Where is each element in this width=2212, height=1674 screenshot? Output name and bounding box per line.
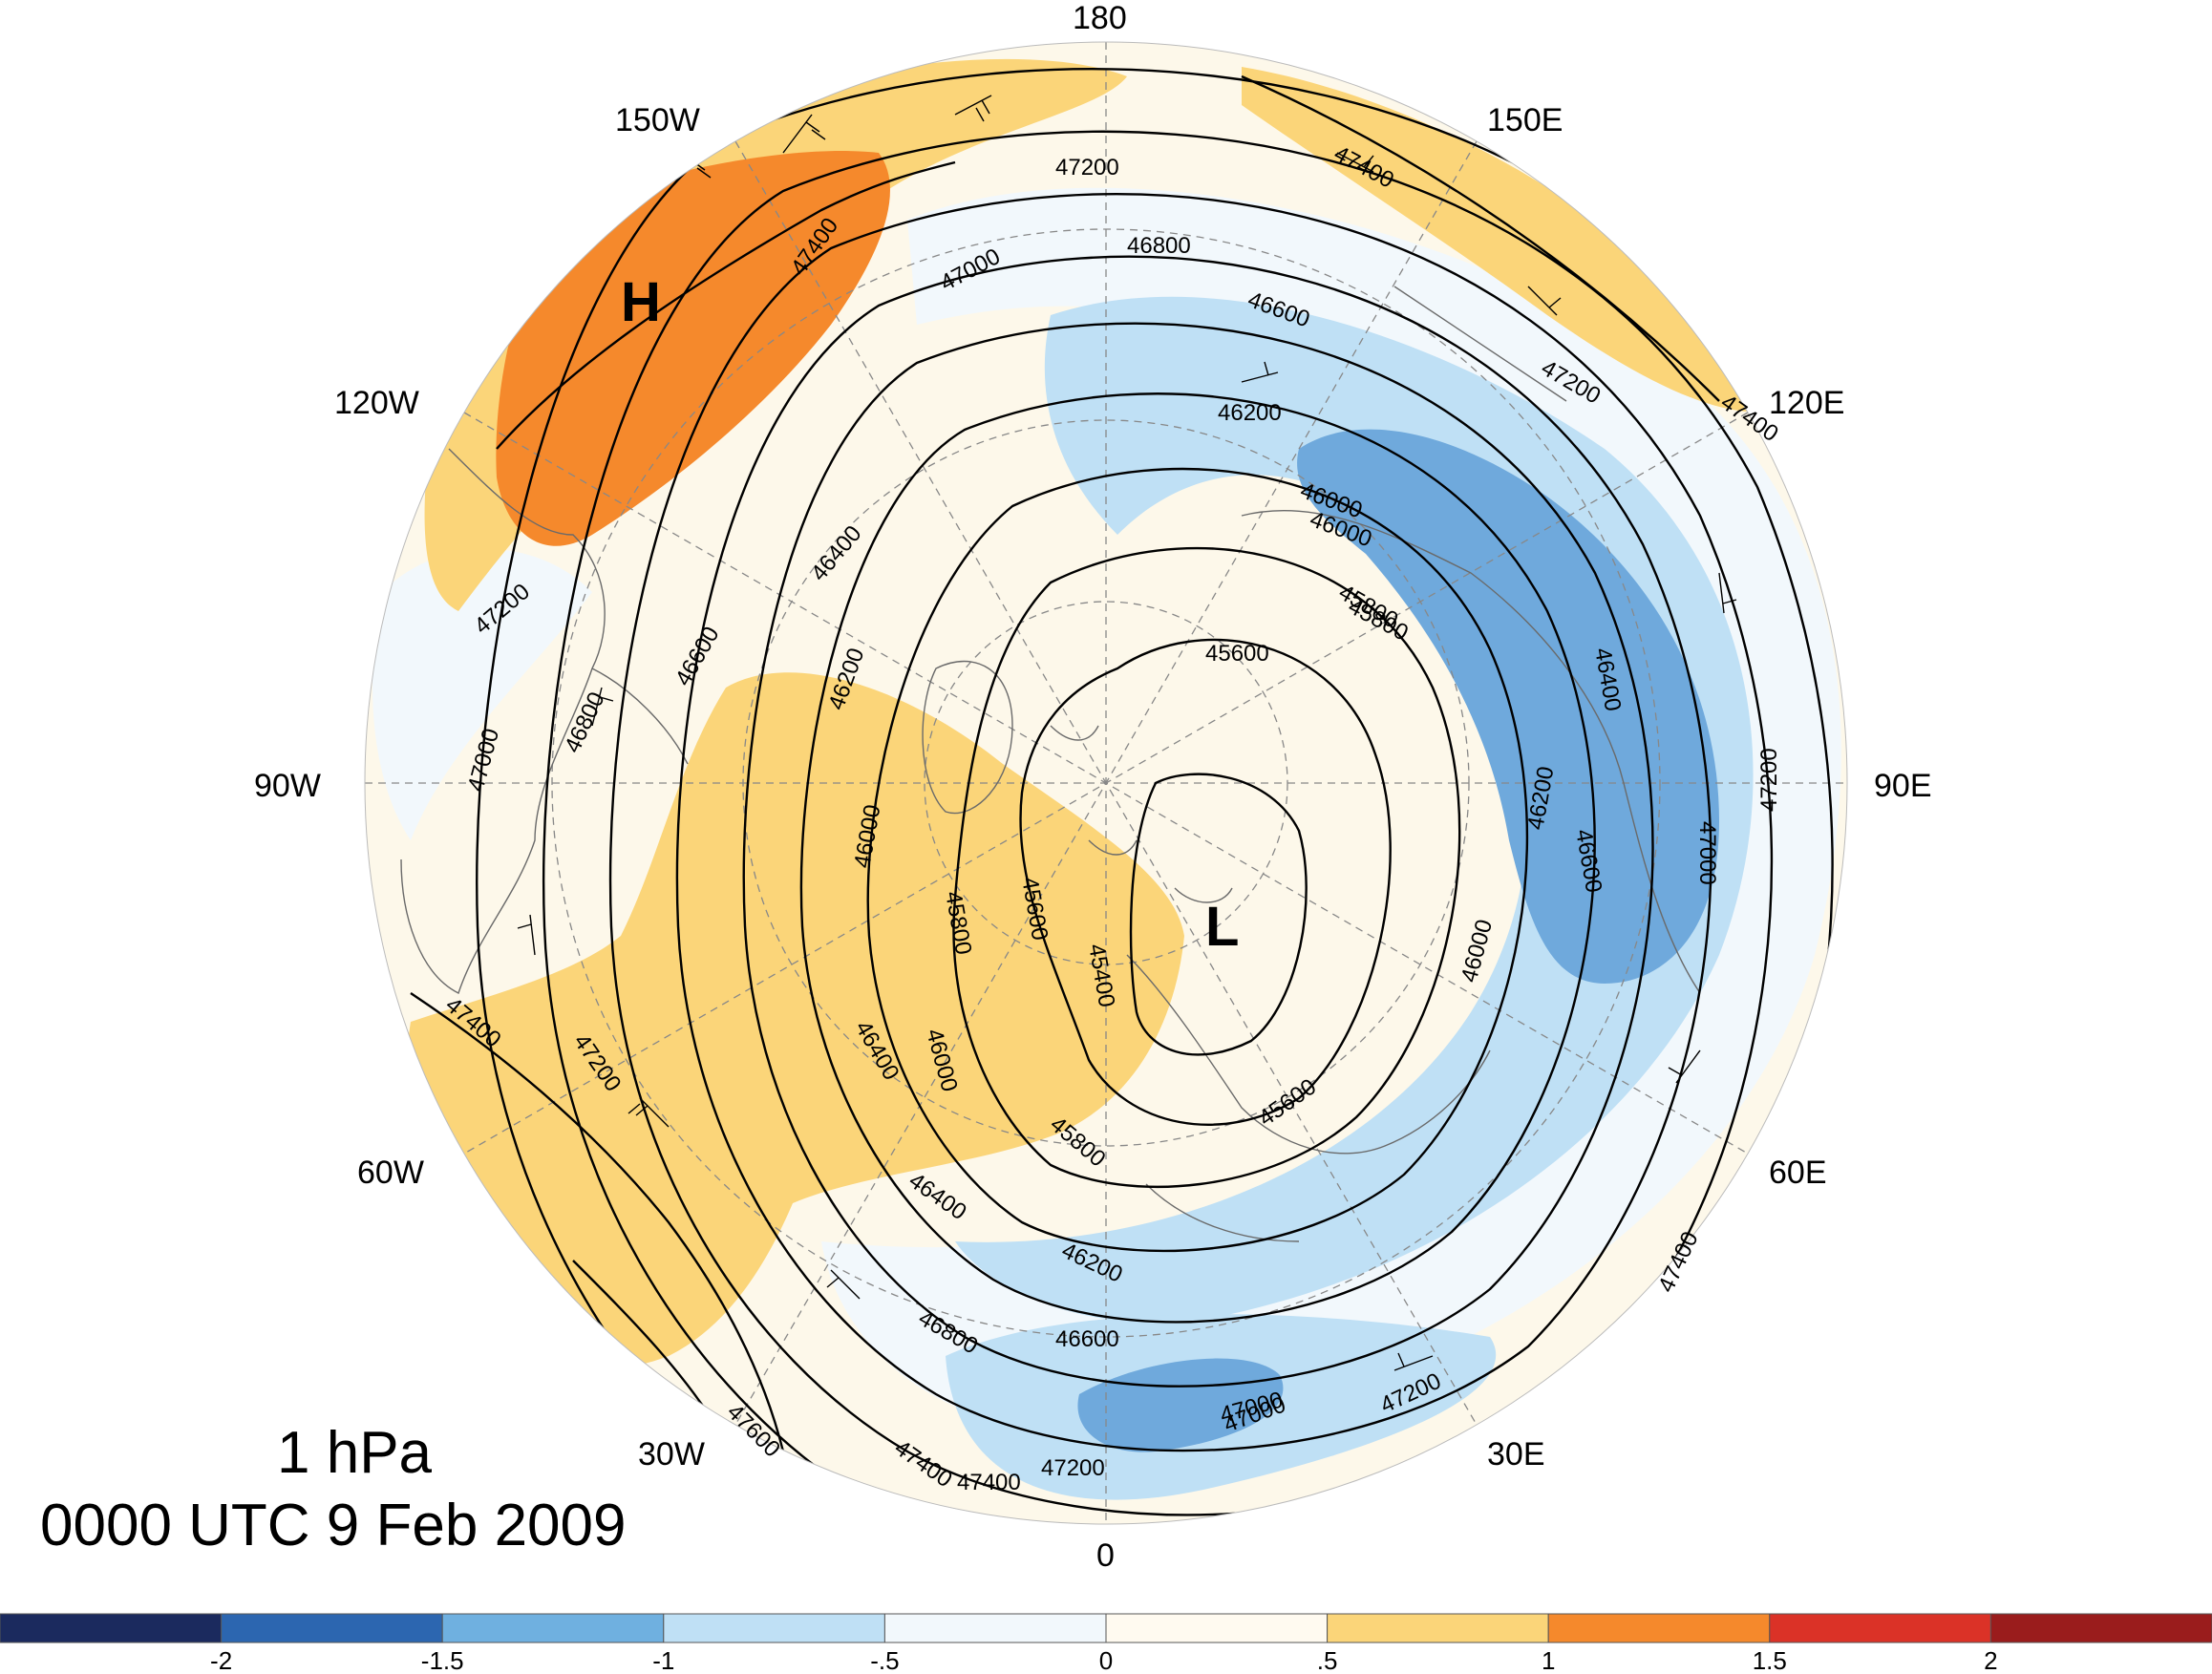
wind-barb <box>1241 361 1279 383</box>
wind-barb <box>1668 1049 1701 1084</box>
longitude-label-90e: 90E <box>1874 768 1932 804</box>
coast-north-america <box>400 448 689 994</box>
longitude-label-0: 0 <box>1096 1537 1115 1574</box>
wind-barb <box>1393 1352 1434 1371</box>
contour-47400-west <box>410 992 785 1452</box>
longitude-label-180: 180 <box>1073 0 1127 36</box>
colorbar-box <box>1547 1613 1771 1643</box>
contour-46200 <box>799 392 1596 1324</box>
coast-europe <box>1126 954 1491 1242</box>
wind-barb <box>782 114 826 154</box>
valid-time-title: 0000 UTC 9 Feb 2009 <box>40 1493 627 1558</box>
contour-label: 47200 <box>1756 748 1782 812</box>
high-pressure-center: H <box>621 271 661 333</box>
latitude-circle-70 <box>924 601 1288 965</box>
contour-46600 <box>675 255 1712 1452</box>
anomaly-pos-moderate-asia <box>1242 67 1776 413</box>
colorbar-tick-label: -2 <box>210 1646 232 1674</box>
colorbar-tick-label: 2 <box>1984 1646 1997 1674</box>
wind-barb <box>1527 286 1562 316</box>
colorbar-box <box>1327 1613 1549 1643</box>
wind-barb <box>954 95 992 122</box>
longitude-label-120e: 120E <box>1769 385 1844 421</box>
colorbar-box <box>441 1613 665 1643</box>
pressure-level-title: 1 hPa <box>277 1420 433 1486</box>
contour-47400-north <box>1241 74 1720 402</box>
longitude-label-30w: 30W <box>638 1436 705 1473</box>
longitude-label-90w: 90W <box>254 768 321 804</box>
anomaly-neg-strong-south <box>1077 1358 1284 1452</box>
meridian-120e-60w <box>463 412 1749 1155</box>
colorbar-box <box>1769 1613 1991 1643</box>
coast-arctic-islands <box>1050 725 1233 903</box>
anomaly-pos-moderate-atlantic <box>406 672 1184 1369</box>
contour-47400-pacific <box>496 160 956 450</box>
coast-asia <box>1241 286 1701 994</box>
contour-46400 <box>742 322 1654 1388</box>
colorbar: -2 -1.5 -1 -.5 0 .5 1 1.5 2 <box>0 1613 2212 1674</box>
contour-label: 46600 <box>1055 1326 1119 1352</box>
longitude-label-120w: 120W <box>334 385 419 421</box>
contour-label: 47400 <box>957 1470 1021 1495</box>
contour-label: 47200 <box>1055 155 1119 180</box>
longitude-label-150e: 150E <box>1487 102 1563 138</box>
anomaly-neg-weak-west <box>372 549 592 840</box>
colorbar-tick-label: -1 <box>652 1646 674 1674</box>
latitude-circle-50 <box>742 419 1470 1147</box>
colorbar-tick-label: -1.5 <box>421 1646 464 1674</box>
contour-46000 <box>866 467 1529 1253</box>
contour-47000 <box>542 130 1834 1524</box>
low-pressure-center: L <box>1205 896 1239 958</box>
contour-45600 <box>1019 638 1392 1126</box>
coast-greenland <box>922 660 1013 815</box>
colorbar-tick-label: 0 <box>1099 1646 1113 1674</box>
wind-barb <box>517 914 536 956</box>
colorbar-tick-label: 1 <box>1542 1646 1555 1674</box>
wind-barb <box>591 687 614 727</box>
wind-barb <box>1718 572 1737 614</box>
wind-barb <box>1336 152 1374 173</box>
colorbar-tick-label: .5 <box>1317 1646 1338 1674</box>
contour-label: 46800 <box>1127 233 1191 259</box>
longitude-label-60e: 60E <box>1769 1155 1827 1191</box>
contour-45400 <box>1129 773 1308 1056</box>
longitude-labels: 180 150W 150E 120W 120E 90W 90E 60W 60E … <box>254 0 1932 1574</box>
wind-barb <box>627 1097 670 1128</box>
wind-barb <box>826 1269 861 1300</box>
colorbar-box <box>1105 1613 1329 1643</box>
anomaly-pos-strong <box>496 151 890 546</box>
graticule <box>365 42 1847 1524</box>
longitude-label-30e: 30E <box>1487 1436 1545 1473</box>
longitude-label-60w: 60W <box>357 1155 424 1191</box>
colorbar-tick-label: 1.5 <box>1753 1646 1787 1674</box>
colorbar-box <box>221 1613 443 1643</box>
contour-label: 46200 <box>1218 400 1282 426</box>
colorbar-box <box>883 1613 1107 1643</box>
contour-label: 47000 <box>1694 821 1720 885</box>
globe-outline <box>364 41 1848 1525</box>
contour-label: 47200 <box>1041 1455 1105 1481</box>
anomaly-neg-strong-east <box>1297 429 1719 984</box>
latitude-circle-30 <box>551 228 1661 1338</box>
colorbar-box <box>663 1613 885 1643</box>
colorbar-tick-label: -.5 <box>870 1646 899 1674</box>
colorbar-box <box>1989 1613 2212 1643</box>
longitude-label-150w: 150W <box>615 102 700 138</box>
colorbar-box <box>0 1613 223 1643</box>
coastlines <box>400 286 1701 1242</box>
contour-label: 45600 <box>1205 641 1269 667</box>
contour-45800 <box>952 546 1461 1189</box>
